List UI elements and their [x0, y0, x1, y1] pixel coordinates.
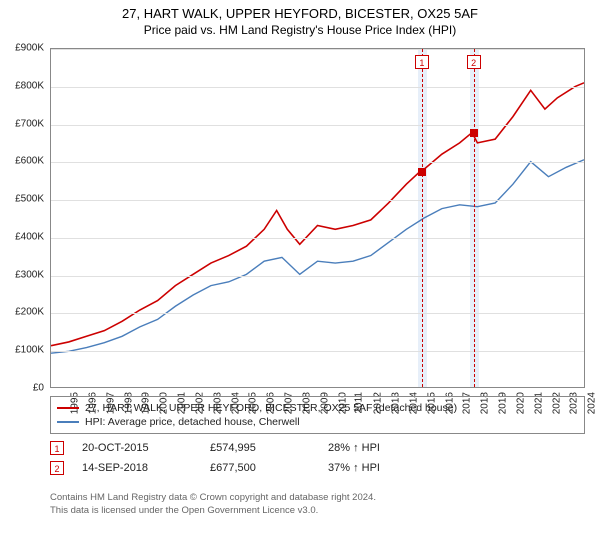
legend-item: HPI: Average price, detached house, Cher…: [57, 415, 578, 429]
chart-title: 27, HART WALK, UPPER HEYFORD, BICESTER, …: [0, 0, 600, 21]
y-tick-label: £300K: [0, 269, 48, 280]
footer-line: Contains HM Land Registry data © Crown c…: [50, 492, 585, 505]
x-tick-label: 2024: [586, 392, 597, 414]
table-row: 1 20-OCT-2015 £574,995 28% ↑ HPI: [50, 438, 585, 458]
y-tick-label: £500K: [0, 194, 48, 205]
footer: Contains HM Land Registry data © Crown c…: [50, 492, 585, 518]
sale-marker-badge: 2: [467, 55, 481, 69]
legend-item: 27, HART WALK, UPPER HEYFORD, BICESTER, …: [57, 401, 578, 415]
y-tick-label: £0: [0, 383, 48, 394]
chart-container: 27, HART WALK, UPPER HEYFORD, BICESTER, …: [0, 0, 600, 560]
sale-marker-badge: 1: [415, 55, 429, 69]
legend: 27, HART WALK, UPPER HEYFORD, BICESTER, …: [50, 396, 585, 434]
legend-label: 27, HART WALK, UPPER HEYFORD, BICESTER, …: [85, 402, 457, 414]
y-tick-label: £100K: [0, 345, 48, 356]
y-tick-label: £700K: [0, 118, 48, 129]
sale-date: 20-OCT-2015: [82, 442, 192, 454]
sale-date: 14-SEP-2018: [82, 462, 192, 474]
sale-badge: 2: [50, 461, 64, 475]
sales-table: 1 20-OCT-2015 £574,995 28% ↑ HPI 2 14-SE…: [50, 438, 585, 478]
chart-svg: [51, 49, 584, 387]
legend-swatch: [57, 407, 79, 409]
legend-swatch: [57, 421, 79, 423]
y-tick-label: £600K: [0, 156, 48, 167]
chart-plot-area: 12: [50, 48, 585, 388]
chart-subtitle: Price paid vs. HM Land Registry's House …: [0, 21, 600, 37]
footer-line: This data is licensed under the Open Gov…: [50, 505, 585, 518]
sale-price: £677,500: [210, 462, 310, 474]
table-row: 2 14-SEP-2018 £677,500 37% ↑ HPI: [50, 458, 585, 478]
sale-delta: 37% ↑ HPI: [328, 462, 438, 474]
y-tick-label: £400K: [0, 231, 48, 242]
y-tick-label: £200K: [0, 307, 48, 318]
sale-delta: 28% ↑ HPI: [328, 442, 438, 454]
y-tick-label: £900K: [0, 43, 48, 54]
sale-price: £574,995: [210, 442, 310, 454]
sale-badge: 1: [50, 441, 64, 455]
y-tick-label: £800K: [0, 80, 48, 91]
legend-label: HPI: Average price, detached house, Cher…: [85, 416, 300, 428]
